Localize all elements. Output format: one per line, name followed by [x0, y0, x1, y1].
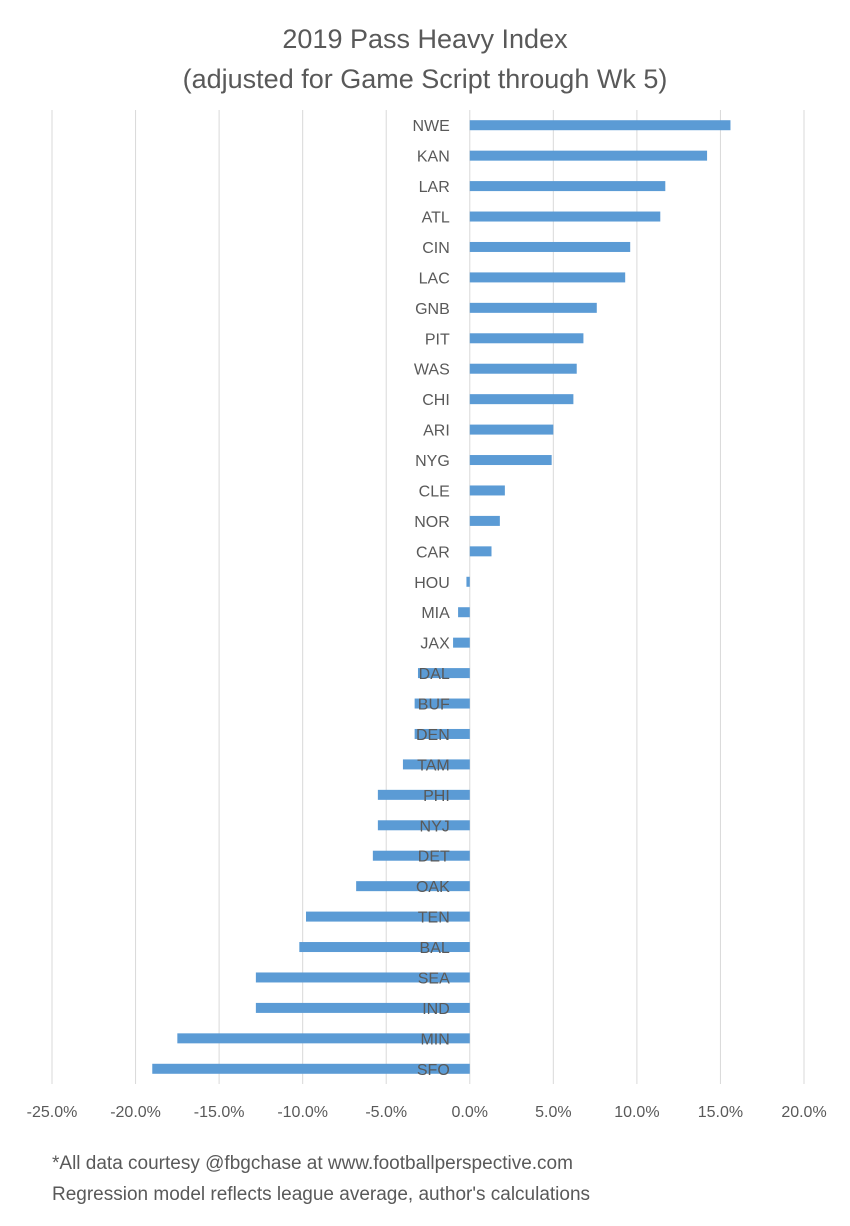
category-label: CHI [422, 392, 450, 409]
bar-bal [299, 942, 470, 953]
category-label: BUF [418, 697, 450, 714]
x-tick-label: 20.0% [781, 1104, 826, 1121]
category-label: TAM [417, 757, 450, 774]
category-label: DAL [419, 666, 450, 683]
bar-nwe [469, 120, 731, 131]
category-label: WAS [414, 362, 450, 379]
category-label: MIN [420, 1031, 449, 1048]
x-tick-label: -25.0% [27, 1104, 78, 1121]
bar-kan [469, 150, 708, 161]
category-label: IND [422, 1001, 450, 1018]
x-tick-label: -5.0% [365, 1104, 407, 1121]
bar-chart: NWE KAN LAR ATL CIN LAC GNB PIT WAS CHI ARI NYG CLE N… [27, 110, 827, 1121]
bar-jax [453, 637, 470, 648]
bar-min [177, 1033, 470, 1044]
category-label: LAC [419, 270, 450, 287]
bar-chi [469, 394, 574, 405]
category-label: SFO [417, 1062, 450, 1079]
category-label: PIT [425, 331, 450, 348]
category-labels: NWE KAN LAR ATL CIN LAC GNB PIT WAS CHI ARI NYG CLE N… [412, 118, 450, 1079]
bar-cin [469, 241, 631, 252]
bar-cle [469, 485, 505, 496]
bar-mia [458, 607, 470, 618]
x-tick-label: 0.0% [452, 1104, 488, 1121]
x-tick-label: -15.0% [194, 1104, 245, 1121]
gridlines [51, 110, 805, 1084]
category-label: DET [418, 849, 450, 866]
bar-was [469, 363, 577, 374]
category-label: JAX [420, 636, 450, 653]
bar-car [469, 546, 492, 557]
bar-sea [255, 972, 470, 983]
bar-sfo [152, 1063, 470, 1074]
category-label: LAR [419, 179, 450, 196]
bar-nor [469, 515, 500, 526]
bar-buf [414, 698, 470, 709]
category-label: OAK [416, 879, 450, 896]
x-tick-label: 5.0% [535, 1104, 571, 1121]
category-label: MIA [421, 605, 450, 622]
x-tick-label: -10.0% [277, 1104, 328, 1121]
bar-ari [469, 424, 554, 435]
bar-tam [402, 759, 470, 770]
category-label: CAR [416, 544, 450, 561]
category-label: CIN [422, 240, 450, 257]
category-label: HOU [414, 575, 450, 592]
category-label: TEN [418, 910, 450, 927]
bar-hou [466, 576, 470, 587]
bar-oak [356, 881, 470, 892]
category-label: PHI [423, 788, 450, 805]
category-label: BAL [420, 940, 450, 957]
x-tick-label: 10.0% [614, 1104, 659, 1121]
category-label: GNB [415, 301, 450, 318]
chart-title: 2019 Pass Heavy Index [282, 24, 568, 54]
category-label: NWE [412, 118, 449, 135]
bar-nyg [469, 455, 552, 466]
footnote-method: Regression model reflects league average… [52, 1184, 591, 1205]
category-label: NOR [414, 514, 450, 531]
category-label: ATL [422, 210, 450, 227]
x-axis-ticks: -25.0% -20.0% -15.0% -10.0% -5.0% 0.0% 5.0% 10.… [27, 1104, 827, 1121]
bar-nyj [377, 820, 470, 831]
footnote-source: *All data courtesy @fbgchase at www.foot… [52, 1153, 573, 1174]
category-label: NYG [415, 453, 450, 470]
bar-atl [469, 211, 661, 222]
x-tick-label: 15.0% [698, 1104, 743, 1121]
category-label: KAN [417, 149, 450, 166]
bar-ten [306, 911, 470, 922]
category-label: DEN [416, 727, 450, 744]
category-label: SEA [418, 970, 450, 987]
category-label: NYJ [420, 818, 450, 835]
x-tick-label: -20.0% [110, 1104, 161, 1121]
category-label: CLE [419, 483, 450, 500]
category-label: ARI [423, 423, 450, 440]
bar-ind [255, 1002, 470, 1013]
bar-lar [469, 181, 666, 192]
bar-lac [469, 272, 626, 283]
bars [152, 120, 731, 1074]
bar-dal [417, 668, 470, 679]
bar-den [414, 728, 470, 739]
chart-subtitle: (adjusted for Game Script through Wk 5) [182, 64, 668, 94]
bar-gnb [469, 302, 597, 313]
bar-det [372, 850, 470, 861]
bar-pit [469, 333, 584, 344]
bar-phi [377, 789, 470, 800]
